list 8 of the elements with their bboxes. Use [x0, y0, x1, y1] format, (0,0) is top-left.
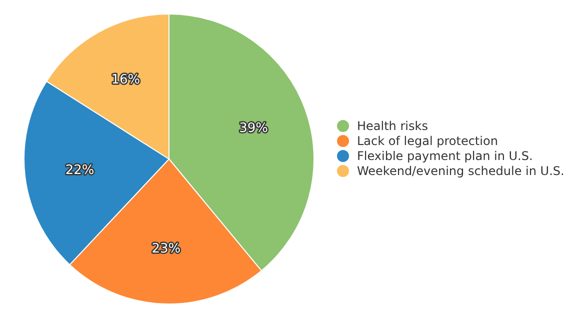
- legend-label: Health risks: [357, 119, 428, 133]
- legend-label: Flexible payment plan in U.S.: [357, 149, 533, 163]
- legend-label: Weekend/evening schedule in U.S.: [357, 164, 564, 178]
- data-label: 16%: [111, 72, 140, 88]
- data-label: 39%: [239, 121, 268, 136]
- data-label: 23%: [152, 241, 181, 256]
- data-label: 22%: [65, 162, 94, 178]
- legend-label: Lack of legal protection: [357, 134, 498, 148]
